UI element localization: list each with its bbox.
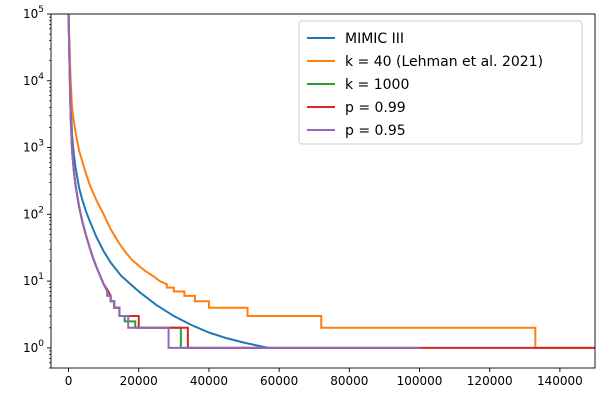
- legend-label: p = 0.95: [345, 123, 406, 139]
- y-tick-base: 10: [23, 341, 38, 355]
- y-tick-label: 105: [23, 5, 44, 21]
- y-tick-label: 104: [23, 72, 44, 88]
- y-tick-label: 103: [23, 139, 44, 155]
- x-axis: 0 20000 40000 60000 80000 100000 120000 140000: [65, 368, 583, 388]
- x-tick-label: 40000: [190, 374, 228, 388]
- y-tick-label: 101: [23, 272, 44, 288]
- y-tick-base: 10: [23, 74, 38, 88]
- series-line-1: [67, 14, 595, 349]
- legend-label: k = 40 (Lehman et al. 2021): [345, 54, 543, 70]
- y-tick-base: 10: [23, 7, 38, 21]
- legend-label: k = 1000: [345, 77, 409, 93]
- x-tick-label: 140000: [537, 374, 583, 388]
- y-tick-base: 10: [23, 274, 38, 288]
- legend-frame: [298, 20, 583, 145]
- y-tick-exponent: 4: [38, 72, 44, 82]
- x-tick-label: 20000: [120, 374, 158, 388]
- y-tick-base: 10: [23, 207, 38, 221]
- y-tick-exponent: 2: [38, 205, 44, 215]
- x-tick-label: 60000: [260, 374, 298, 388]
- y-tick-exponent: 0: [38, 339, 44, 349]
- series-line-0: [67, 14, 269, 349]
- x-tick-label: 120000: [467, 374, 513, 388]
- legend: MIMIC III k = 40 (Lehman et al. 2021) k = …: [298, 20, 583, 145]
- legend-label: MIMIC III: [345, 31, 404, 47]
- y-tick-label: 102: [23, 205, 44, 221]
- y-tick-base: 10: [23, 141, 38, 155]
- series-layer: [67, 14, 595, 349]
- x-tick-label: 0: [65, 374, 73, 388]
- y-tick-exponent: 5: [38, 5, 44, 15]
- legend-label: p = 0.99: [345, 100, 406, 116]
- x-tick-label: 80000: [330, 374, 368, 388]
- y-tick-label: 100: [23, 339, 44, 355]
- series-line-4: [67, 14, 420, 349]
- plot-frame: [50, 13, 596, 369]
- x-tick-label: 100000: [397, 374, 443, 388]
- y-tick-exponent: 3: [38, 139, 44, 149]
- y-tick-exponent: 1: [38, 272, 44, 282]
